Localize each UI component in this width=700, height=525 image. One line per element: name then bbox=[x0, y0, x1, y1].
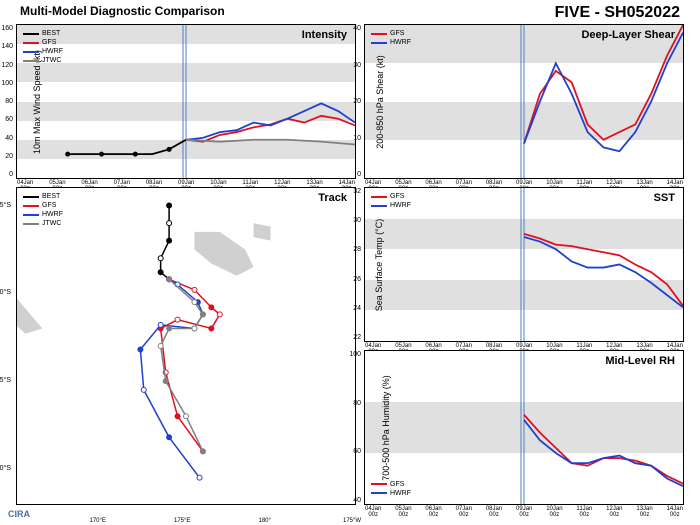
track-panel: Track15°S20°S25°S30°S170°E175°E180°175°W… bbox=[16, 187, 356, 505]
title-left: Multi-Model Diagnostic Comparison bbox=[20, 4, 225, 22]
shear-panel: Deep-Layer Shear200-850 hPa Shear (kt)01… bbox=[364, 24, 684, 179]
intensity-panel: Intensity10m Max Wind Speed (kt)02040608… bbox=[16, 24, 356, 179]
title-right: FIVE - SH052022 bbox=[555, 4, 680, 22]
sst-panel: SSTSea Surface Temp (°C)22242628303204Ja… bbox=[364, 187, 684, 342]
cira-logo: CIRA bbox=[8, 509, 30, 519]
rh-panel: Mid-Level RH700-500 hPa Humidity (%)4060… bbox=[364, 350, 684, 505]
